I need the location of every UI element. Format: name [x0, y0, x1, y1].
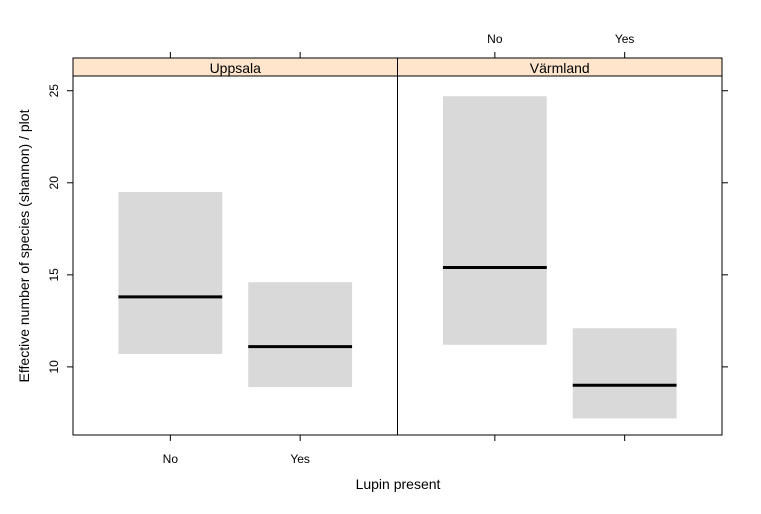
ci-band-v-rmland-yes	[572, 328, 677, 419]
strip-label-uppsala: Uppsala	[210, 60, 262, 76]
ci-band-v-rmland-no	[442, 96, 547, 345]
y-axis-title: Effective number of species (shannon) / …	[16, 109, 32, 382]
x-tick-label-top: No	[487, 32, 503, 46]
x-axis-title: Lupin present	[356, 476, 441, 492]
axes-layer: 10 15 20 25 No Yes No Yes	[47, 32, 728, 466]
ci-band-uppsala-no	[118, 191, 223, 354]
ci-band-uppsala-yes	[248, 282, 353, 388]
outer-frame	[72, 57, 723, 436]
x-tick-label-bottom: Yes	[290, 452, 310, 466]
x-tick-label-top: Yes	[615, 32, 635, 46]
strip-label-v-rmland: Värmland	[530, 60, 590, 76]
y-tick-label: 20	[47, 176, 61, 190]
y-tick-label: 25	[47, 84, 61, 98]
y-tick-label: 10	[47, 360, 61, 374]
x-tick-label-bottom: No	[163, 452, 179, 466]
panels-layer: Uppsala Värmland	[72, 57, 723, 436]
y-tick-label: 15	[47, 268, 61, 282]
